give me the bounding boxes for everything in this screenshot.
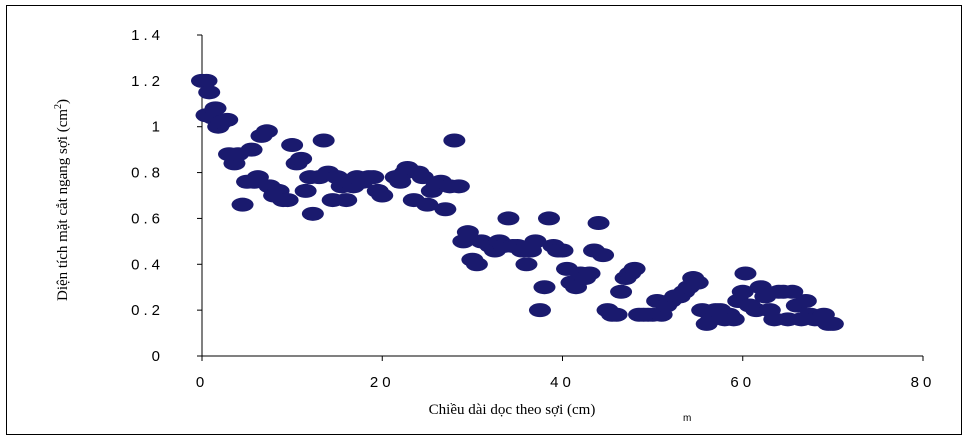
y-tick-label: 1 (152, 119, 164, 136)
data-point (610, 284, 633, 299)
x-tick-label: 80 (911, 374, 936, 391)
data-point (240, 142, 263, 157)
data-point (794, 293, 817, 308)
x-tick-label: 60 (730, 374, 755, 391)
data-point (231, 197, 254, 212)
data-point (551, 243, 574, 258)
data-point (198, 85, 221, 100)
data-point (465, 257, 488, 272)
data-point (605, 307, 628, 322)
y-tick-label: 0.6 (131, 210, 164, 227)
data-point (290, 151, 313, 166)
data-point (515, 257, 538, 272)
axis-labels: Chiều dài dọc theo sợi (cm) m Diện tích … (53, 99, 691, 424)
axes: 0 0.2 0.4 0.6 0.8 1 1.2 1.4 0 20 40 60 80 (131, 27, 936, 391)
x-axis-unit-mark: m (683, 413, 691, 424)
data-point (216, 112, 239, 127)
data-point (456, 225, 479, 240)
data-point (734, 266, 757, 281)
data-point (722, 312, 745, 327)
data-point (294, 183, 317, 198)
data-point (821, 316, 844, 331)
data-point (301, 206, 324, 221)
data-point (411, 170, 434, 185)
x-tick-label: 40 (550, 374, 575, 391)
chart-frame (6, 5, 962, 435)
data-point (416, 197, 439, 212)
data-point (731, 284, 754, 299)
data-point (255, 124, 278, 139)
y-tick-label: 0.4 (131, 256, 164, 273)
y-axis-title: Diện tích mặt cắt ngang sợi (cm2) (53, 99, 71, 301)
data-point (781, 284, 804, 299)
y-tick-label: 1.2 (131, 73, 164, 90)
data-point (204, 101, 227, 116)
data-point (592, 248, 615, 263)
y-tick-label: 1.4 (131, 27, 164, 44)
data-point (537, 211, 560, 226)
data-point (371, 188, 394, 203)
data-point (312, 133, 335, 148)
data-point (587, 216, 610, 231)
data-point (195, 73, 218, 88)
data-point (686, 275, 709, 290)
data-point (335, 193, 358, 208)
data-point (443, 133, 466, 148)
data-point (434, 202, 457, 217)
y-axis-title-superscript: 2 (53, 104, 64, 109)
data-point (578, 266, 601, 281)
y-tick-label: 0 (152, 348, 164, 365)
data-point (533, 280, 556, 295)
y-tick-label: 0.8 (131, 165, 164, 182)
data-point (524, 234, 547, 249)
data-point (281, 138, 304, 153)
data-point (362, 170, 385, 185)
data-point (497, 211, 520, 226)
y-axis-title-close: ) (55, 99, 71, 104)
data-point (528, 303, 551, 318)
y-axis-title-main: Diện tích mặt cắt ngang sợi (cm (55, 109, 71, 301)
x-tick-label: 0 (196, 374, 208, 391)
data-points (191, 73, 844, 331)
data-point (276, 193, 299, 208)
x-tick-label: 20 (370, 374, 395, 391)
data-point (623, 261, 646, 276)
y-tick-label: 0.2 (131, 302, 164, 319)
x-axis-title: Chiều dài dọc theo sợi (cm) (429, 402, 596, 418)
data-point (447, 179, 470, 194)
